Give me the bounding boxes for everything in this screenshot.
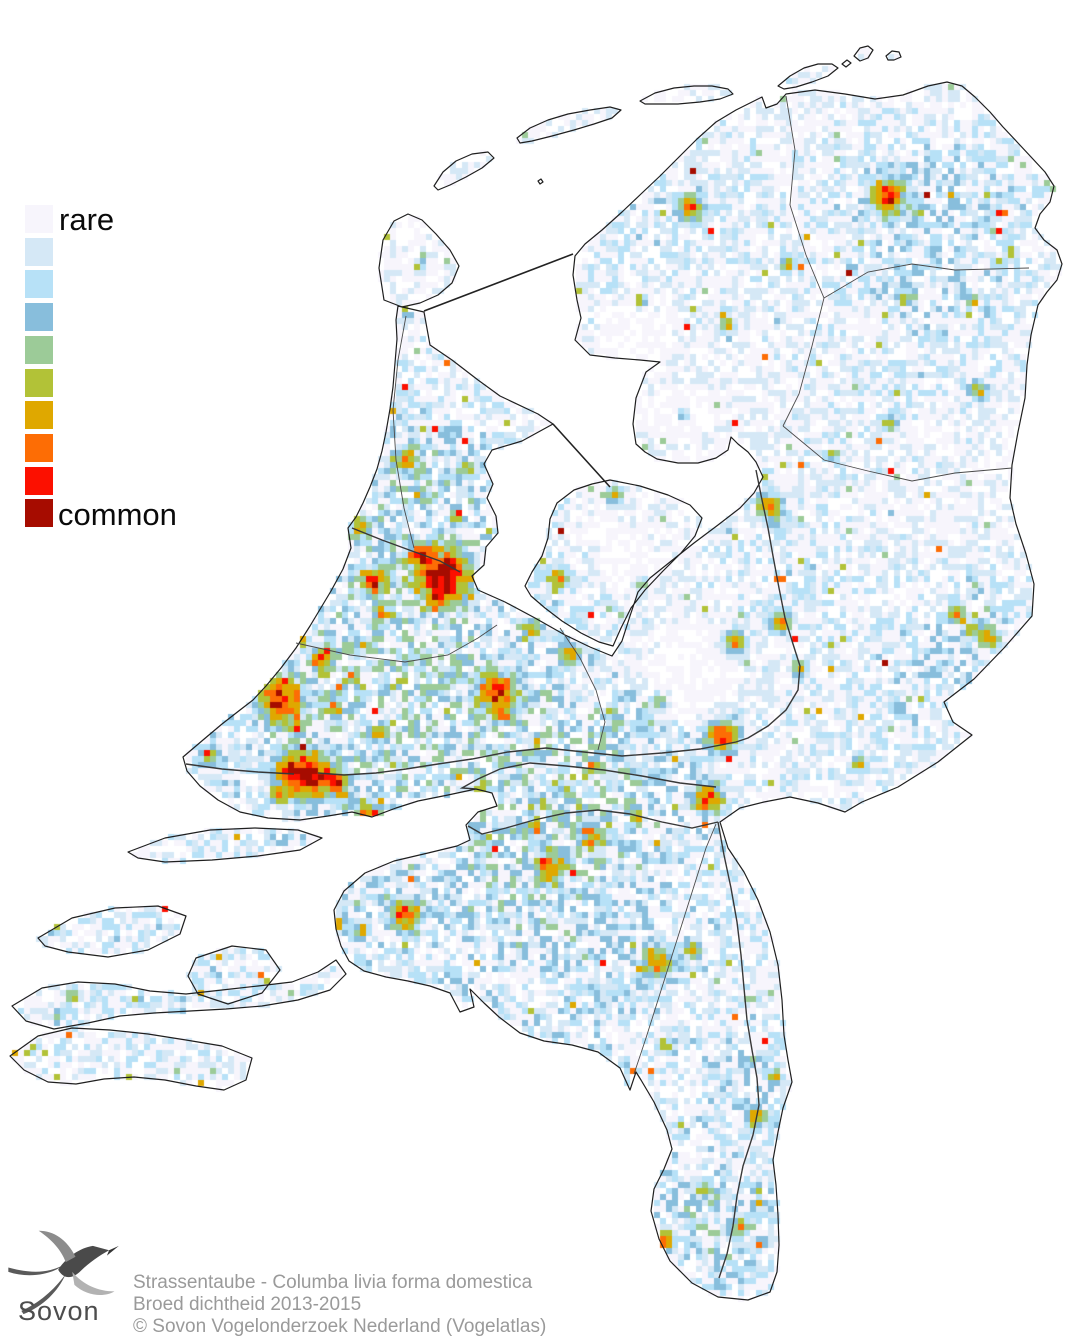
legend-swatch-6: [25, 401, 53, 430]
caption-copyright: © Sovon Vogelonderzoek Nederland (Vogela…: [133, 1316, 547, 1337]
legend-swatch-7: [25, 433, 53, 462]
legend-swatch-9: [25, 499, 53, 528]
legend-swatch-5: [25, 368, 53, 397]
legend-label-common: common: [58, 497, 177, 532]
legend-swatch-0: [25, 205, 53, 233]
sovon-swallow-logo-icon: [8, 1230, 119, 1315]
map-caption: Strassentaube - Columba livia forma dome…: [133, 1272, 546, 1338]
legend-swatch-8: [25, 466, 53, 495]
legend-swatch-1: [25, 237, 53, 266]
legend-swatch-4: [25, 335, 53, 364]
legend-swatch-2: [25, 270, 53, 299]
sovon-logo-text: Sovon: [18, 1296, 100, 1326]
caption-species: Strassentaube - Columba livia forma dome…: [133, 1272, 533, 1293]
legend-swatch-3: [25, 303, 53, 332]
caption-period: Broed dichtheid 2013-2015: [133, 1294, 362, 1315]
legend-label-rare: rare: [59, 202, 115, 237]
